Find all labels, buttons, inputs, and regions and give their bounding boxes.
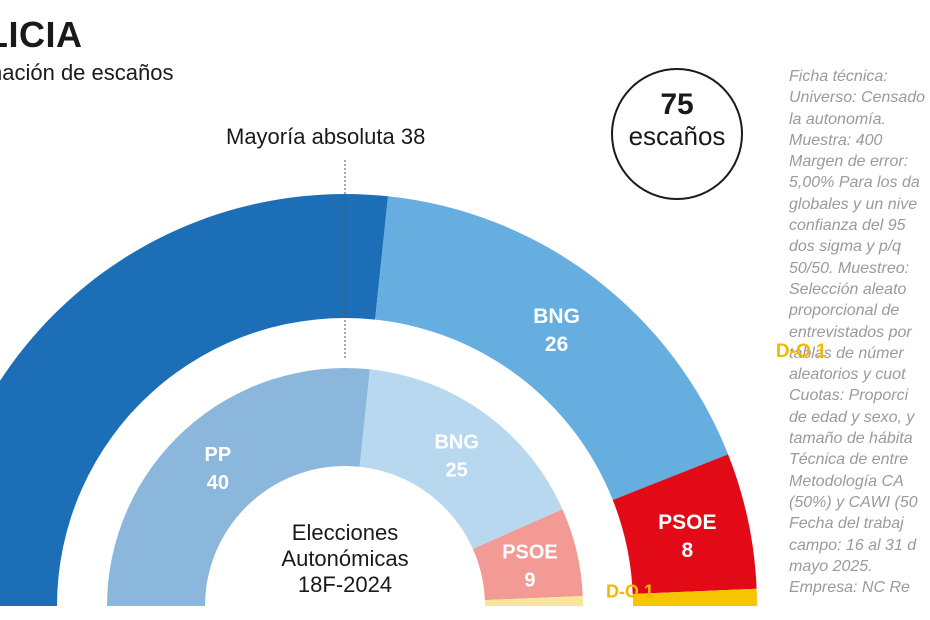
technical-sheet-line: confianza del 95 — [789, 217, 906, 235]
technical-sheet-line: 50/50. Muestreo: — [789, 259, 910, 277]
technical-sheet-line: campo: 16 al 31 d — [789, 536, 917, 554]
seat-label-d-o-poll: D-O 1 — [776, 341, 827, 362]
seat-segment-d-o-poll — [632, 588, 757, 606]
seat-segment-psoe-2024 — [472, 509, 583, 601]
technical-sheet: Ficha técnica: Universo: Censado la autono… — [789, 66, 930, 598]
chart-subtitle: nación de escaños — [0, 60, 174, 85]
technical-sheet-line: globales y un nive — [789, 195, 918, 213]
technical-sheet-line: tablas de númer — [789, 344, 904, 362]
seat-segment-bng-2024 — [359, 369, 563, 550]
technical-sheet-line: Margen de error: — [789, 153, 909, 171]
seat-label-bng-count-poll: 26 — [545, 333, 568, 356]
center-label-line: Elecciones — [292, 520, 398, 545]
seat-label-bng-name-2024: BNG — [434, 431, 478, 453]
seat-label-bng-count-2024: 25 — [446, 459, 468, 481]
seat-segment-pp-poll — [0, 194, 389, 606]
seat-segment-bng-poll — [375, 196, 729, 500]
seat-segment-psoe-poll — [612, 454, 757, 594]
technical-sheet-line: (50%) y CAWI (50 — [789, 493, 918, 511]
total-seats-badge: 75 escaños — [611, 68, 743, 200]
technical-sheet-line: entrevistados por — [789, 323, 912, 341]
seat-label-psoe-count-poll: 8 — [682, 539, 694, 562]
technical-sheet-line: mayo 2025. — [789, 557, 873, 575]
seat-segment-pp-2024 — [107, 367, 370, 606]
majority-label: Mayoría absoluta 38 — [226, 124, 426, 149]
technical-sheet-line: tamaño de hábita — [789, 430, 913, 448]
technical-sheet-line: dos sigma y p/q — [789, 238, 902, 256]
seat-segment-d-o-2024 — [484, 596, 583, 606]
seat-label-pp-count-2024: 40 — [207, 472, 229, 494]
technical-sheet-line: la autonomía. — [789, 110, 886, 128]
technical-sheet-line: Muestra: 400 — [789, 131, 883, 149]
technical-sheet-line: aleatorios y cuot — [789, 366, 906, 384]
technical-sheet-line: Cuotas: Proporci — [789, 387, 909, 405]
technical-sheet-line: Selección aleato — [789, 280, 907, 298]
seat-label-psoe-name-2024: PSOE — [502, 542, 558, 564]
technical-sheet-line: Empresa: NC Re — [789, 579, 910, 597]
seat-label-bng-name-poll: BNG — [533, 305, 580, 328]
technical-sheet-line: de edad y sexo, y — [789, 408, 915, 426]
seat-label-psoe-name-poll: PSOE — [658, 511, 716, 534]
technical-sheet-line: Metodología CA — [789, 472, 904, 490]
center-label-line: Autonómicas — [281, 546, 408, 571]
chart-title: LICIA — [0, 14, 83, 55]
technical-sheet-line: Fecha del trabaj — [789, 515, 904, 533]
total-seats-number: 75 — [660, 88, 694, 121]
total-seats-word: escaños — [628, 121, 726, 151]
technical-sheet-line: 5,00% Para los da — [789, 174, 920, 192]
technical-sheet-line: Técnica de entre — [789, 451, 909, 469]
seat-label-psoe-count-2024: 9 — [524, 570, 535, 592]
technical-sheet-line: proporcional de — [789, 302, 900, 320]
seat-label-d-o-2024: D-O 1 — [606, 582, 654, 602]
seat-label-pp-name-2024: PP — [205, 444, 232, 466]
center-label-line: 18F-2024 — [298, 572, 392, 597]
technical-sheet-line: Ficha técnica: — [789, 68, 888, 85]
technical-sheet-line: Universo: Censado — [789, 89, 926, 107]
